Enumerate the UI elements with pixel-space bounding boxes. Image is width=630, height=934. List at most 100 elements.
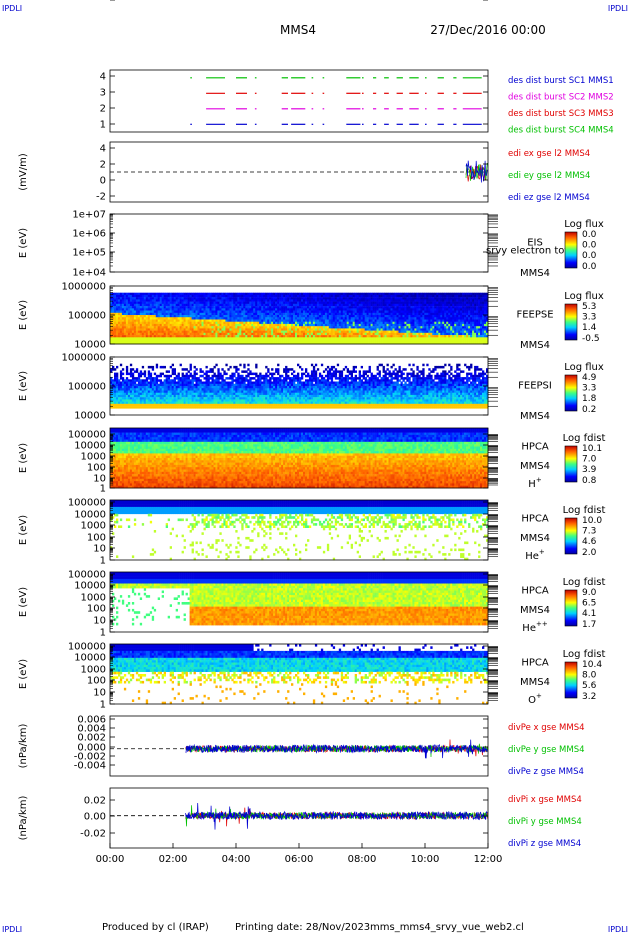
y-tick-label: 1000000 xyxy=(61,353,106,364)
panel-5: 1000000 100000 10000 E (eV) FEEPSI MMS4 Log fl… xyxy=(18,353,604,423)
y-tick-label: 1 xyxy=(100,556,106,567)
y-tick-label: 100000 xyxy=(68,311,106,322)
colorbar-title: Log flux xyxy=(564,362,604,373)
y-tick-label: 1e+05 xyxy=(72,248,106,259)
spacecraft-label: MMS4 xyxy=(520,677,550,688)
species-label: O+ xyxy=(528,692,542,706)
legend-entry: edi ex gse l2 MMS4 xyxy=(508,149,590,159)
legend-entry: edi ey gse l2 MMS4 xyxy=(508,171,590,181)
species-label: H+ xyxy=(528,476,542,490)
colorbar-tick-label: 4.6 xyxy=(582,537,597,547)
y-tick-label: 100000 xyxy=(68,430,106,441)
panel-4: 1000000 100000 10000 E (eV) FEEPSE MMS4 Log fl… xyxy=(18,282,604,352)
spacecraft-label: MMS4 xyxy=(520,461,550,472)
x-tick-label: 12:00 xyxy=(474,854,503,865)
spectrogram-8 xyxy=(110,572,489,626)
corner-label-tl: IPDLI xyxy=(2,4,22,13)
y-tick-label: 100000 xyxy=(68,642,106,653)
colorbar-title: Log flux xyxy=(564,291,604,302)
colorbar-tick-label: 10.0 xyxy=(582,516,602,526)
x-tick-label: 02:00 xyxy=(159,854,188,865)
corner-label-br: IPDLI xyxy=(608,925,628,934)
colorbar-tick-label: 3.2 xyxy=(582,692,596,702)
colorbar xyxy=(564,517,578,555)
legend-entry: des dist burst SC3 MMS3 xyxy=(508,109,614,119)
y-tick-label: 1e+07 xyxy=(72,210,106,221)
y-tick-label: 1000 xyxy=(81,521,106,532)
y-tick-label: 10000 xyxy=(74,441,106,452)
panel-11: divPi x gse MMS4 divPi y gse MMS4 divPi z … xyxy=(18,787,582,849)
colorbar-tick-label: 7.3 xyxy=(582,527,596,537)
legend-entry: divPe x gse MMS4 xyxy=(508,723,585,733)
y-tick-label: -0.02 xyxy=(80,829,106,840)
footer-filename: mms_mms4_srvy_vue_web2.cl xyxy=(370,922,524,933)
y-axis-label: E (eV) xyxy=(18,300,29,330)
y-tick-label: -0.004 xyxy=(74,761,106,772)
colorbar-tick-label: 9.0 xyxy=(582,588,597,598)
y-tick-label: 1000 xyxy=(81,665,106,676)
y-tick-label: 10000 xyxy=(74,411,106,422)
y-axis-label: (mV/m) xyxy=(18,153,29,191)
legend-entry: des dist burst SC1 MMS1 xyxy=(508,76,614,86)
instrument-label: HPCA xyxy=(521,658,549,669)
panel-10: divPe x gse MMS4 divPe y gse MMS4 divPe z … xyxy=(18,715,585,778)
y-axis-label: E (eV) xyxy=(18,228,29,258)
panel-frame xyxy=(109,69,489,133)
colorbar-tick-label: 0.0 xyxy=(582,230,597,240)
y-axis-label: (nPa/km) xyxy=(18,796,29,841)
colorbar-tick-label: 3.3 xyxy=(582,384,596,394)
y-tick-label: 100 xyxy=(87,463,106,474)
series-line-3 xyxy=(185,739,488,759)
y-tick-label: 10000 xyxy=(74,340,106,351)
corner-label-tr: IPDLI xyxy=(608,4,628,13)
x-tick-label: 10:00 xyxy=(411,854,440,865)
overlay-text: srvy electron tof xyxy=(486,245,568,256)
spacecraft-label: MMS4 xyxy=(520,340,550,351)
spacecraft-label: MMS4 xyxy=(520,411,550,422)
x-tick-label: 06:00 xyxy=(285,854,314,865)
y-tick-label: 10 xyxy=(93,544,106,555)
colorbar-tick-label: 5.3 xyxy=(582,302,596,312)
y-tick-label: 10 xyxy=(93,688,106,699)
y-axis-label: (nPa/km) xyxy=(18,724,29,769)
y-tick-label: 100000 xyxy=(68,570,106,581)
colorbar-tick-label: 4.1 xyxy=(582,609,596,619)
colorbar-title: Log flux xyxy=(564,219,604,230)
y-tick-label: 1000 xyxy=(81,452,106,463)
y-tick-label: 100 xyxy=(87,604,106,615)
colorbar-tick-label: 1.4 xyxy=(582,323,597,333)
y-axis-label: E (eV) xyxy=(18,515,29,545)
instrument-label: HPCA xyxy=(521,586,549,597)
colorbar-tick-label: 10.1 xyxy=(582,444,602,454)
x-tick-label: 04:00 xyxy=(222,854,251,865)
y-axis-label: E (eV) xyxy=(18,587,29,617)
panel-2: edi ex gse l2 MMS4 edi ey gse l2 MMS4 edi … xyxy=(18,0,590,203)
y-tick-label: 0.00 xyxy=(84,812,106,823)
spectrogram-7 xyxy=(110,500,489,561)
colorbar-title: Log fdist xyxy=(563,577,606,588)
colorbar-title: Log fdist xyxy=(563,505,606,516)
y-tick-label: 0.000 xyxy=(77,743,106,754)
y-tick-label: 0 xyxy=(100,176,106,187)
instrument-label: HPCA xyxy=(521,442,549,453)
colorbar-tick-label: 0.2 xyxy=(582,405,596,415)
colorbar xyxy=(564,231,578,269)
colorbar-tick-label: 3.9 xyxy=(582,465,597,475)
y-axis-label: E (eV) xyxy=(18,659,29,689)
spacecraft-label: MMS4 xyxy=(520,533,550,544)
y-tick-label: 0.004 xyxy=(77,724,106,735)
spacecraft-label: MMS4 xyxy=(520,268,550,279)
panel-frame xyxy=(109,571,489,633)
y-tick-label: 10 xyxy=(93,616,106,627)
colorbar xyxy=(564,445,578,483)
panel-frame xyxy=(109,141,489,203)
y-tick-label: 0.002 xyxy=(77,733,106,744)
spectrogram-6 xyxy=(110,428,489,489)
colorbar xyxy=(564,661,578,699)
y-tick-label: 100 xyxy=(87,676,106,687)
y-tick-label: 10000 xyxy=(74,581,106,592)
